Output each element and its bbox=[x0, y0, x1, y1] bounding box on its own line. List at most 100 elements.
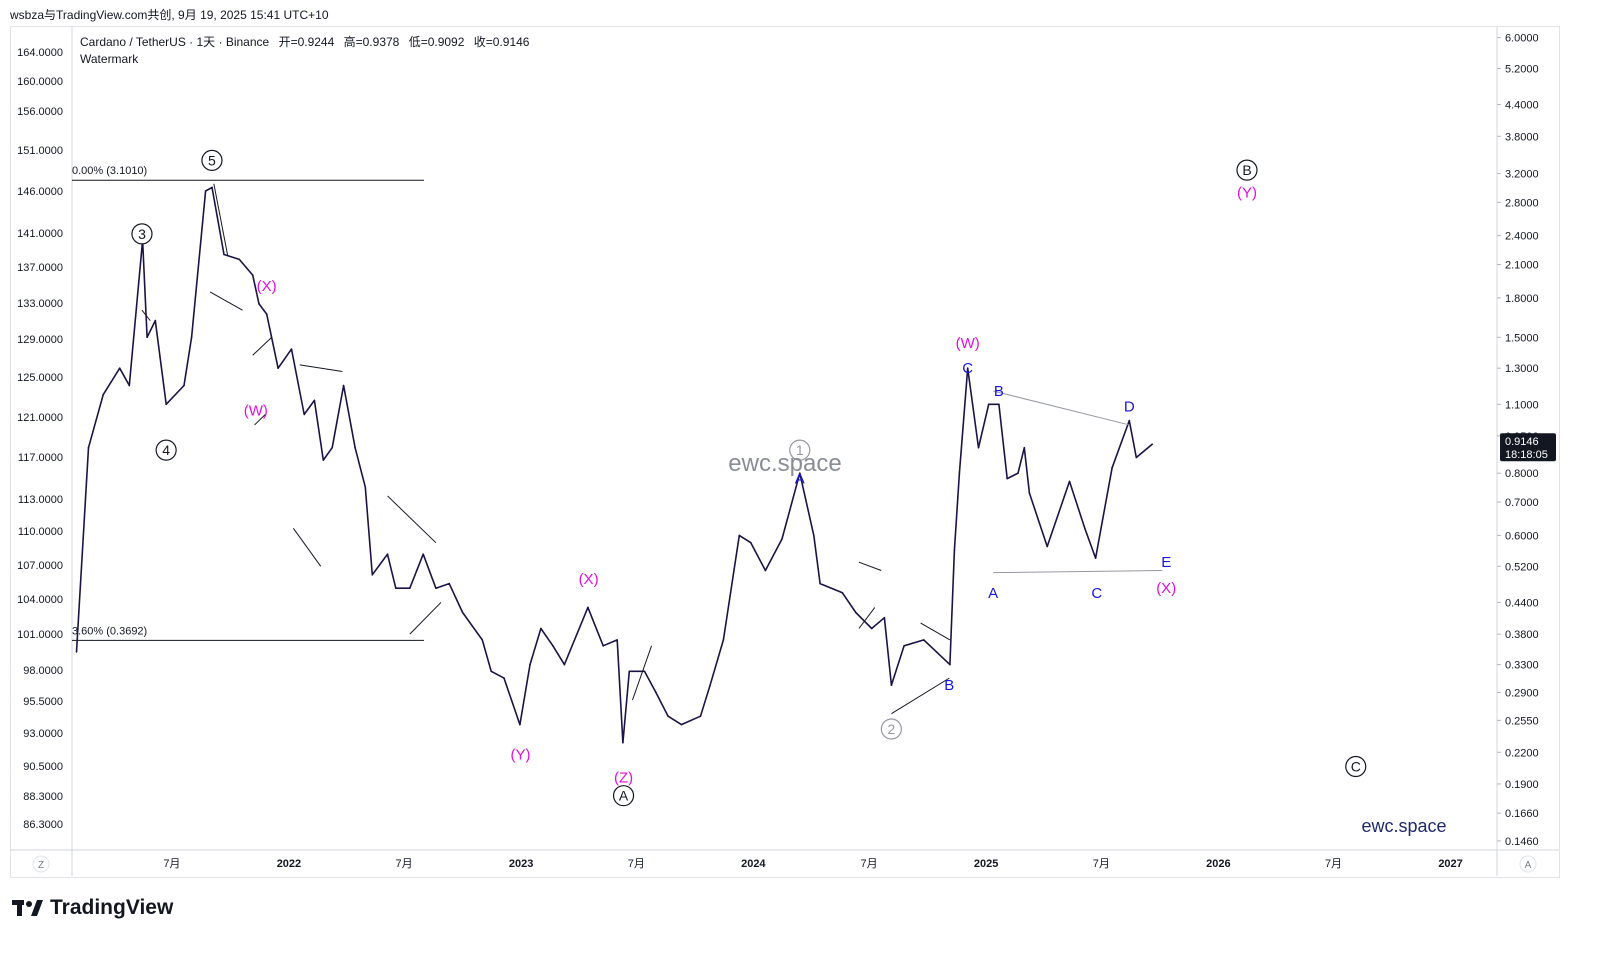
trendline bbox=[209, 291, 243, 311]
price-point bbox=[616, 639, 618, 641]
right-axis-tick-label: 5.2000 bbox=[1505, 63, 1539, 75]
time-axis-tick-label: 2022 bbox=[277, 858, 301, 870]
axis-corner-left-button[interactable] bbox=[32, 855, 50, 873]
price-point bbox=[841, 592, 844, 594]
price-point bbox=[1094, 557, 1097, 559]
wave-label-circle bbox=[1345, 755, 1367, 778]
price-point bbox=[1068, 480, 1071, 483]
trendline bbox=[387, 495, 437, 544]
price-point bbox=[750, 541, 752, 544]
wave-label: 2 bbox=[887, 721, 895, 737]
left-axis-tick-label: 141.0000 bbox=[17, 228, 63, 240]
price-point bbox=[655, 691, 657, 694]
price-point bbox=[290, 348, 293, 350]
price-point bbox=[435, 587, 437, 589]
wave-label-circle bbox=[201, 149, 223, 171]
trendline bbox=[254, 414, 266, 426]
price-point bbox=[265, 313, 268, 315]
right-axis-tick-label: 0.1460 bbox=[1505, 836, 1539, 848]
legend-close: 收=0.9146 bbox=[473, 35, 530, 49]
fib-level-label: 3.60% (0.3692) bbox=[72, 625, 147, 637]
price-point bbox=[799, 472, 801, 475]
left-axis-tick-label: 117.0000 bbox=[18, 452, 63, 464]
axis-corner-right-label: A bbox=[1525, 860, 1532, 871]
trendline bbox=[858, 607, 876, 629]
wave-label: C bbox=[1091, 585, 1102, 602]
right-axis-tick-label: 0.2550 bbox=[1505, 715, 1539, 727]
left-axis-tick-label: 137.0000 bbox=[17, 262, 63, 274]
price-point bbox=[303, 413, 306, 416]
right-axis-tick-label: 2.1000 bbox=[1505, 260, 1539, 272]
price-point bbox=[322, 459, 325, 461]
price-point bbox=[1135, 456, 1138, 459]
legend-low: 低=0.9092 bbox=[408, 35, 465, 49]
price-point bbox=[903, 645, 905, 647]
price-point bbox=[1046, 545, 1048, 548]
price-point bbox=[503, 677, 505, 679]
wave-label: (W) bbox=[244, 402, 268, 419]
right-axis-tick-label: 2.8000 bbox=[1505, 197, 1539, 209]
price-point bbox=[519, 723, 521, 726]
price-point bbox=[342, 384, 345, 387]
price-point bbox=[699, 715, 702, 717]
axis-corner-right-button[interactable] bbox=[1519, 855, 1537, 873]
price-point bbox=[923, 639, 925, 641]
price-point bbox=[819, 582, 821, 585]
wave-label: C bbox=[962, 360, 973, 377]
price-point bbox=[552, 645, 554, 647]
left-axis-tick-label: 86.3000 bbox=[23, 819, 63, 831]
price-point bbox=[1151, 443, 1153, 446]
price-point bbox=[870, 627, 873, 630]
legend-indicator[interactable]: Watermark bbox=[80, 52, 139, 66]
price-point bbox=[409, 587, 411, 589]
right-axis-tick-label: 3.2000 bbox=[1505, 168, 1539, 180]
price-point bbox=[190, 336, 193, 339]
price-point bbox=[331, 446, 334, 449]
left-axis-tick-label: 98.0000 bbox=[23, 665, 63, 677]
left-axis-tick-label: 93.0000 bbox=[23, 728, 63, 740]
time-axis-tick-label: 7月 bbox=[628, 858, 645, 870]
price-point bbox=[251, 274, 254, 276]
price-point bbox=[422, 553, 425, 555]
trendline bbox=[292, 527, 322, 567]
price-point bbox=[238, 258, 241, 261]
wave-label: (X) bbox=[1156, 580, 1176, 597]
time-axis-tick-label: 7月 bbox=[396, 858, 413, 870]
price-point bbox=[313, 399, 316, 402]
price-point bbox=[371, 574, 374, 576]
right-axis-tick-label: 0.2900 bbox=[1505, 688, 1539, 700]
fib-level-label: 0.00% (3.1010) bbox=[72, 165, 147, 177]
price-series bbox=[75, 186, 1153, 744]
left-axis-tick-label: 129.0000 bbox=[17, 334, 63, 346]
price-point bbox=[448, 582, 451, 585]
chart-borders bbox=[10, 27, 1559, 876]
price-point bbox=[118, 367, 121, 370]
wave-label-circle bbox=[1236, 159, 1258, 181]
right-axis-tick-label: 0.1900 bbox=[1505, 779, 1539, 791]
price-point bbox=[490, 670, 493, 673]
price-point bbox=[602, 645, 604, 647]
price-point bbox=[953, 549, 956, 552]
trendline bbox=[409, 602, 442, 635]
left-axis-tick-label: 110.0000 bbox=[18, 526, 63, 538]
wave-label: A bbox=[619, 788, 629, 804]
right-axis-tick-label: 0.5200 bbox=[1505, 561, 1539, 573]
price-point bbox=[481, 639, 484, 641]
share-line: wsbza与TradingView.com共创, 9月 19, 2025 15:… bbox=[10, 8, 329, 22]
legend-symbol[interactable]: Cardano / TetherUS · 1天 · Binance bbox=[80, 35, 270, 49]
price-point bbox=[1028, 492, 1031, 494]
price-point bbox=[738, 534, 741, 537]
wave-label-circle bbox=[880, 718, 902, 740]
price-point bbox=[1084, 527, 1086, 530]
tradingview-logo-text: TradingView bbox=[50, 896, 174, 919]
trendline bbox=[213, 183, 229, 257]
right-axis-tick-label: 0.3800 bbox=[1505, 629, 1539, 641]
price-point bbox=[258, 303, 260, 305]
right-axis-tick-label: 2.4000 bbox=[1505, 231, 1539, 243]
wave-label: B bbox=[994, 383, 1004, 400]
right-axis-tick-label: 0.3300 bbox=[1505, 660, 1539, 672]
tradingview-logo[interactable]: TradingView bbox=[12, 896, 173, 920]
trendlines bbox=[141, 183, 1163, 715]
price-point bbox=[722, 639, 725, 641]
